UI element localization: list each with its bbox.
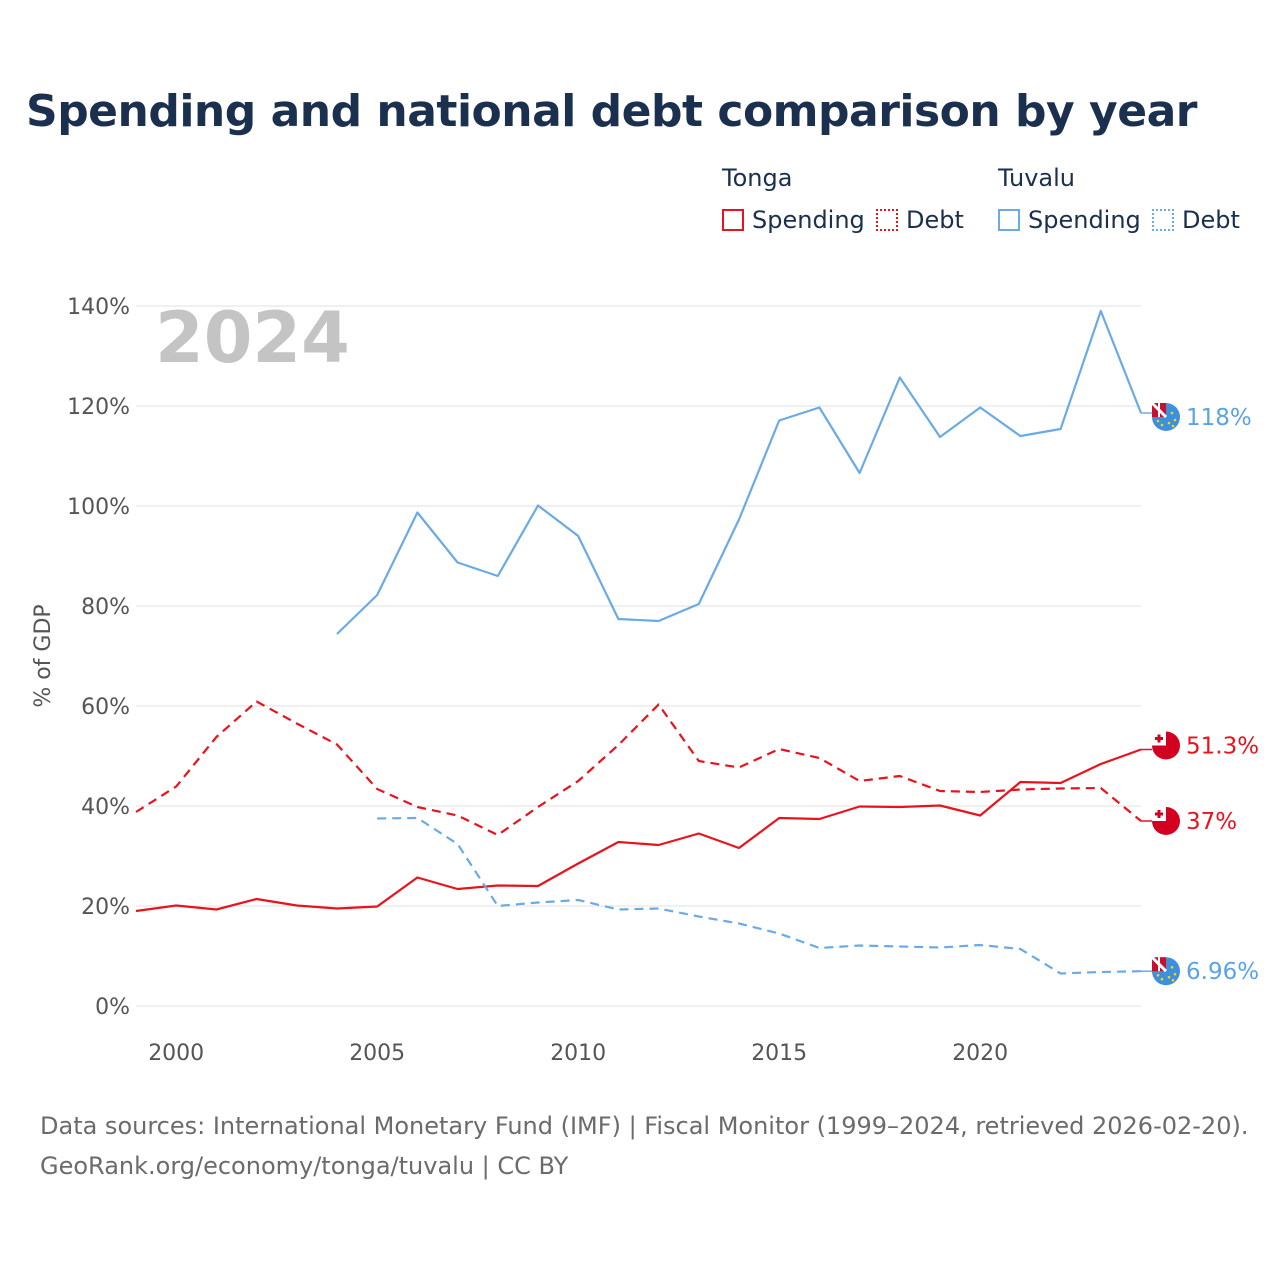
footer: Data sources: International Monetary Fun…	[40, 1106, 1248, 1186]
legend-swatch-dotted-red	[876, 209, 898, 231]
x-tick-label: 2000	[148, 1041, 204, 1066]
y-tick-label: 100%	[67, 495, 130, 520]
y-tick-label: 40%	[81, 795, 130, 820]
flag-cross-h	[1155, 812, 1163, 816]
legend-label: Debt	[1182, 206, 1240, 234]
legend-item-tonga-debt[interactable]: Debt	[876, 206, 964, 234]
series-line-tonga-spending	[135, 748, 1142, 913]
legend-swatch-solid-red	[722, 209, 744, 231]
flag-star	[1160, 423, 1164, 427]
end-value-label: 6.96%	[1186, 959, 1259, 985]
legend-item-tuvalu-spending[interactable]: Spending	[998, 206, 1141, 234]
y-tick-label: 60%	[81, 695, 130, 720]
data-source-note: Data sources: International Monetary Fun…	[40, 1112, 1249, 1140]
end-value-label: 51.3%	[1186, 734, 1259, 760]
flag-cross-h	[1155, 737, 1163, 740]
tonga-flag-icon	[1152, 807, 1180, 835]
legend-label: Spending	[1028, 206, 1141, 234]
flag-star	[1171, 978, 1175, 982]
tuvalu-flag-icon	[1150, 956, 1180, 986]
flag-star	[1171, 424, 1175, 428]
y-tick-label: 0%	[95, 995, 130, 1020]
series-line-tonga-debt	[135, 700, 1142, 837]
series-line-tuvalu-spending	[336, 309, 1143, 635]
legend-swatch-dotted-blue	[1152, 209, 1174, 231]
flag-star	[1156, 973, 1160, 977]
x-tick-label: 2005	[349, 1041, 405, 1066]
legend-item-tuvalu-debt[interactable]: Debt	[1152, 206, 1240, 234]
flag-star	[1170, 411, 1174, 415]
tuvalu-flag-icon	[1150, 401, 1180, 431]
flag-star	[1173, 972, 1177, 976]
y-tick-label: 20%	[81, 895, 130, 920]
legend-swatch-solid-blue	[998, 209, 1020, 231]
flag-star	[1167, 421, 1171, 425]
legend-label: Spending	[752, 206, 865, 234]
y-tick-label: 120%	[67, 395, 130, 420]
chart-title: Spending and national debt comparison by…	[26, 86, 1197, 137]
end-value-label: 37%	[1186, 809, 1237, 835]
y-axis-title: % of GDP	[31, 604, 56, 707]
flag-star	[1167, 975, 1171, 979]
x-tick-label: 2020	[952, 1041, 1008, 1066]
x-tick-label: 2010	[550, 1041, 606, 1066]
flag-star	[1173, 418, 1177, 422]
y-tick-label: 80%	[81, 595, 130, 620]
legend-item-tonga-spending[interactable]: Spending	[722, 206, 865, 234]
tonga-flag-icon	[1152, 731, 1180, 760]
flag-star	[1170, 965, 1174, 969]
year-watermark: 2024	[155, 297, 350, 379]
line-chart: 0% 20% 40% 60% 80% 100% 120% 140% 2000 2005 2010 20…	[31, 295, 1259, 1066]
legend-label: Debt	[906, 206, 964, 234]
end-value-label: 118%	[1186, 405, 1252, 431]
series-line-tuvalu-debt	[377, 816, 1142, 975]
attribution-note: GeoRank.org/economy/tonga/tuvalu | CC BY	[40, 1152, 569, 1180]
flag-star	[1156, 419, 1160, 423]
y-tick-label: 140%	[67, 295, 130, 320]
legend-group-tuvalu: Tuvalu	[998, 164, 1076, 192]
flag-star	[1160, 977, 1164, 981]
legend-group-tonga: Tonga	[722, 164, 793, 192]
x-tick-label: 2015	[751, 1041, 807, 1066]
